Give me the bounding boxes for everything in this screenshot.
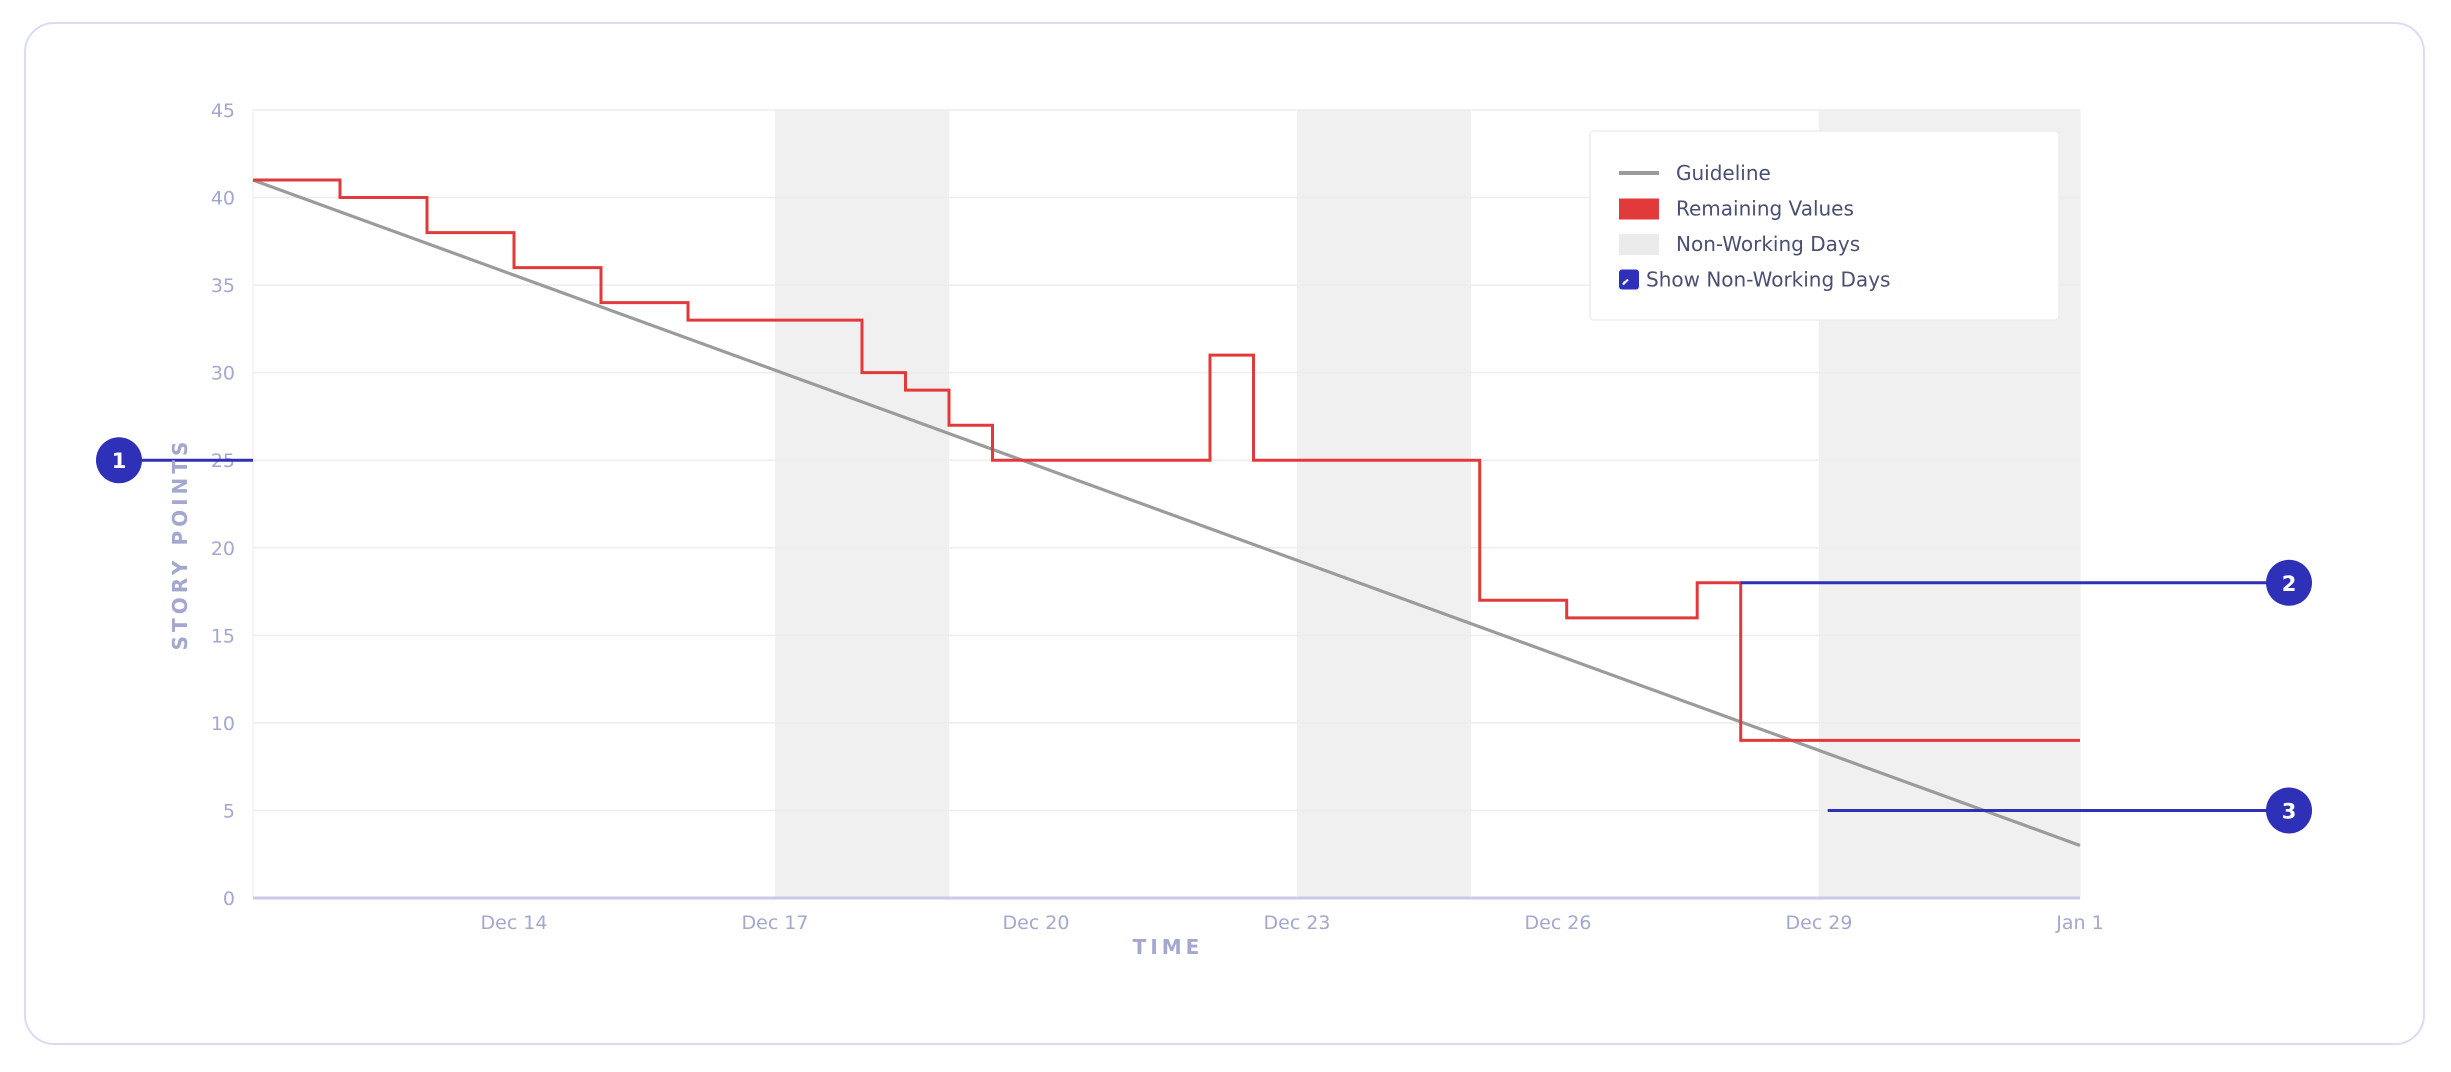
show-non-working-days-checkbox[interactable] bbox=[1619, 269, 1639, 290]
annotation-number: 2 bbox=[2282, 572, 2297, 596]
checkmark-icon bbox=[1622, 278, 1629, 286]
y-tick-label: 30 bbox=[211, 363, 235, 385]
x-tick-label: Dec 20 bbox=[1003, 912, 1070, 934]
x-tick-label: Dec 23 bbox=[1264, 912, 1331, 934]
legend: Guideline Remaining Values Non-Working Day… bbox=[1589, 130, 2060, 321]
annotation-layer: 1 2 3 bbox=[96, 437, 2312, 834]
y-tick-label: 40 bbox=[211, 188, 235, 210]
x-tick-label: Dec 17 bbox=[742, 912, 809, 934]
x-tick-label: Dec 29 bbox=[1786, 912, 1853, 934]
non-working-days-layer bbox=[252, 109, 2081, 899]
annotation-number: 1 bbox=[112, 449, 127, 473]
show-non-working-days-label[interactable]: Show Non-Working Days bbox=[1646, 268, 1890, 292]
x-tick-label: Dec 26 bbox=[1525, 912, 1592, 934]
remaining-values-series bbox=[253, 178, 2080, 742]
non-working-band bbox=[775, 110, 949, 898]
legend-swatch-remaining-values bbox=[1619, 198, 1659, 220]
annotation-marker[interactable] bbox=[96, 437, 142, 484]
annotation-number: 3 bbox=[2282, 799, 2297, 823]
y-tick-label: 20 bbox=[211, 538, 235, 560]
x-axis-title: TIME bbox=[1133, 935, 1204, 959]
y-tick-label: 15 bbox=[211, 625, 235, 647]
y-tick-label: 0 bbox=[223, 888, 235, 910]
y-tick-label: 45 bbox=[211, 100, 235, 122]
y-tick-label: 10 bbox=[211, 713, 235, 735]
annotation-marker[interactable] bbox=[2266, 787, 2312, 834]
guideline-series bbox=[252, 178, 2081, 847]
annotation-marker[interactable] bbox=[2266, 559, 2312, 606]
x-tick-label: Jan 1 bbox=[2055, 912, 2103, 934]
legend-box bbox=[1589, 130, 2060, 321]
x-tick-label: Dec 14 bbox=[481, 912, 548, 934]
legend-label: Remaining Values bbox=[1676, 197, 1854, 221]
series-layer bbox=[252, 178, 2081, 847]
y-tick-label: 5 bbox=[223, 800, 235, 822]
non-working-band bbox=[1297, 110, 1471, 898]
legend-label: Guideline bbox=[1676, 161, 1771, 185]
y-tick-label: 35 bbox=[211, 275, 235, 297]
legend-label: Non-Working Days bbox=[1676, 232, 1860, 256]
y-axis-title: STORY POINTS bbox=[168, 438, 192, 651]
legend-swatch-non-working-days bbox=[1619, 234, 1659, 255]
